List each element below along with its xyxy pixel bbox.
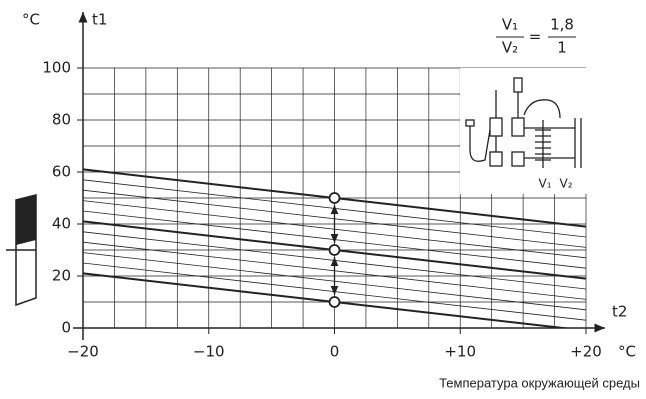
indicator-fill <box>16 195 36 245</box>
y-tick-label: 100 <box>42 59 71 77</box>
x-unit: °C <box>618 343 636 361</box>
x-tick-label: −10 <box>193 343 225 361</box>
y-unit: °C <box>22 11 40 29</box>
ratio-value-top: 1,8 <box>550 16 574 34</box>
y-tick-label: 60 <box>52 163 71 181</box>
x-tick-label: +10 <box>444 343 476 361</box>
y-tick-label: 40 <box>52 215 71 233</box>
x-tick-label: −20 <box>67 343 99 361</box>
ratio-equals: = <box>529 28 542 46</box>
y-tick-label: 0 <box>61 319 71 337</box>
inset-diagram <box>465 77 582 168</box>
ratio-top: V₁ <box>502 16 518 34</box>
x-name: t2 <box>612 303 627 321</box>
point-marker <box>328 244 341 256</box>
ratio-value-bottom: 1 <box>557 39 567 57</box>
y-tick-label: 80 <box>52 111 71 129</box>
inset-label: V₁ <box>538 177 551 191</box>
y-tick-label: 20 <box>52 267 71 285</box>
ratio-bottom: V₂ <box>502 39 518 57</box>
x-title: Температура окружающей среды <box>439 375 640 390</box>
x-tick-label: +20 <box>570 343 602 361</box>
point-marker <box>328 296 341 308</box>
x-tick-label: 0 <box>330 343 340 361</box>
point-marker <box>328 192 341 204</box>
inset-label: V₂ <box>559 177 572 191</box>
y-name: t1 <box>92 11 107 29</box>
